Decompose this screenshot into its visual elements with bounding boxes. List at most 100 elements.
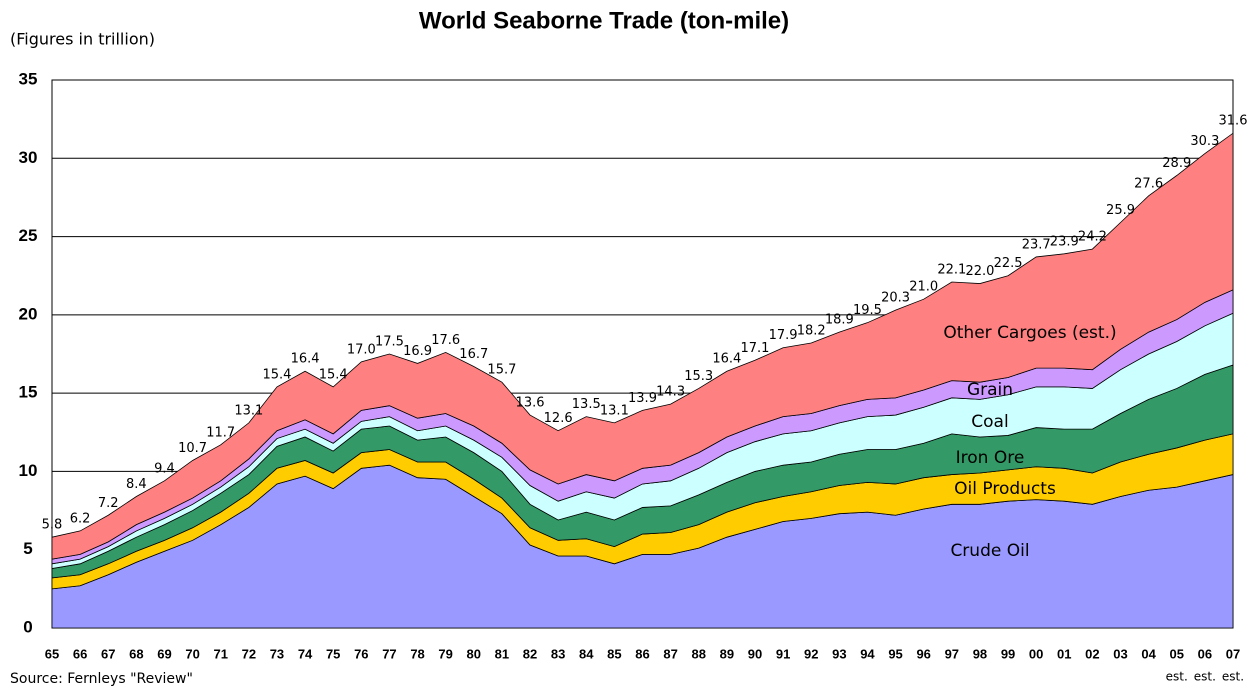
x-tick-label: 01 bbox=[1057, 646, 1071, 661]
total-label: 16.4 bbox=[291, 352, 320, 367]
x-tick-label: 07 bbox=[1226, 646, 1240, 661]
x-tick-label: 91 bbox=[776, 646, 790, 661]
x-tick-label: 89 bbox=[720, 646, 734, 661]
x-tick-label: 96 bbox=[916, 646, 930, 661]
x-tick-label: 69 bbox=[157, 646, 171, 661]
total-label: 8.4 bbox=[126, 477, 147, 492]
total-label: 16.7 bbox=[459, 347, 488, 362]
total-label: 25.9 bbox=[1106, 203, 1135, 218]
x-tick-label: 70 bbox=[185, 646, 199, 661]
x-tick-label: 86 bbox=[635, 646, 649, 661]
x-tick-label: 65 bbox=[45, 646, 59, 661]
total-label: 17.9 bbox=[769, 328, 798, 343]
total-label: 16.4 bbox=[712, 352, 741, 367]
total-label: 13.6 bbox=[516, 396, 545, 411]
total-label: 12.6 bbox=[544, 411, 573, 426]
total-label: 9.4 bbox=[154, 461, 175, 476]
x-tick-label: 84 bbox=[579, 646, 594, 661]
total-label: 13.1 bbox=[234, 403, 263, 418]
x-tick-label: 76 bbox=[354, 646, 368, 661]
x-tick-label: 74 bbox=[298, 646, 313, 661]
total-label: 28.9 bbox=[1162, 156, 1191, 171]
total-label: 23.9 bbox=[1050, 234, 1079, 249]
x-tick-label: 75 bbox=[326, 646, 340, 661]
total-label: 11.7 bbox=[206, 425, 235, 440]
y-tick-label: 25 bbox=[19, 226, 38, 245]
x-tick-label: 06 bbox=[1198, 646, 1212, 661]
total-label: 13.1 bbox=[600, 403, 629, 418]
total-label: 22.5 bbox=[994, 256, 1023, 271]
x-tick-label: 97 bbox=[945, 646, 959, 661]
x-tick-label: 72 bbox=[242, 646, 256, 661]
y-tick-label: 30 bbox=[19, 148, 38, 167]
x-tick-label: 95 bbox=[888, 646, 902, 661]
total-label: 30.3 bbox=[1190, 134, 1219, 149]
total-label: 15.4 bbox=[262, 367, 291, 382]
series-label: Other Cargoes (est.) bbox=[943, 323, 1116, 343]
x-note: est. bbox=[1194, 670, 1216, 684]
x-note: est. bbox=[1222, 670, 1244, 684]
total-label: 17.0 bbox=[347, 342, 376, 357]
total-label: 17.5 bbox=[375, 335, 404, 350]
total-label: 18.9 bbox=[825, 313, 854, 328]
total-label: 20.3 bbox=[881, 291, 910, 306]
series-label: Oil Products bbox=[954, 479, 1056, 499]
y-tick-label: 0 bbox=[23, 617, 32, 636]
x-note: est. bbox=[1166, 670, 1188, 684]
total-label: 7.2 bbox=[98, 496, 119, 511]
total-label: 6.2 bbox=[70, 511, 91, 526]
x-tick-label: 99 bbox=[1001, 646, 1015, 661]
x-tick-label: 68 bbox=[129, 646, 143, 661]
total-label: 17.6 bbox=[431, 333, 460, 348]
x-tick-label: 02 bbox=[1085, 646, 1099, 661]
series-label: Crude Oil bbox=[950, 541, 1029, 561]
total-label: 5.8 bbox=[42, 518, 63, 533]
total-label: 23.7 bbox=[1022, 237, 1051, 252]
total-label: 13.5 bbox=[572, 397, 601, 412]
x-tick-label: 90 bbox=[748, 646, 762, 661]
x-tick-label: 81 bbox=[495, 646, 509, 661]
x-tick-label: 03 bbox=[1113, 646, 1127, 661]
total-label: 19.5 bbox=[853, 303, 882, 318]
total-label: 14.3 bbox=[656, 385, 685, 400]
x-tick-label: 85 bbox=[607, 646, 621, 661]
total-label: 22.0 bbox=[965, 264, 994, 279]
x-tick-label: 87 bbox=[663, 646, 677, 661]
x-tick-label: 93 bbox=[832, 646, 846, 661]
total-label: 17.1 bbox=[740, 341, 769, 356]
y-tick-label: 35 bbox=[19, 69, 38, 88]
area bbox=[51, 132, 1234, 560]
total-label: 15.3 bbox=[684, 369, 713, 384]
series-label: Grain bbox=[967, 380, 1013, 400]
x-tick-label: 66 bbox=[73, 646, 87, 661]
total-label: 15.7 bbox=[487, 363, 516, 378]
x-tick-label: 67 bbox=[101, 646, 115, 661]
x-tick-label: 77 bbox=[382, 646, 396, 661]
y-tick-label: 15 bbox=[19, 383, 38, 402]
source: Source: Fernleys "Review" bbox=[10, 671, 193, 687]
series-label: Coal bbox=[971, 412, 1008, 432]
x-tick-label: 79 bbox=[438, 646, 452, 661]
x-tick-label: 73 bbox=[270, 646, 284, 661]
x-tick-label: 00 bbox=[1029, 646, 1043, 661]
x-tick-label: 88 bbox=[692, 646, 706, 661]
subtitle: (Figures in trillion) bbox=[10, 30, 155, 49]
y-tick-label: 10 bbox=[19, 461, 38, 480]
x-tick-label: 78 bbox=[410, 646, 424, 661]
total-label: 21.0 bbox=[909, 280, 938, 295]
total-label: 15.4 bbox=[319, 367, 348, 382]
x-tick-label: 92 bbox=[804, 646, 818, 661]
series-label: Iron Ore bbox=[956, 448, 1025, 468]
total-label: 18.2 bbox=[797, 324, 826, 339]
total-label: 31.6 bbox=[1219, 114, 1248, 129]
x-tick-label: 83 bbox=[551, 646, 565, 661]
x-tick-label: 71 bbox=[213, 646, 227, 661]
chart-title: World Seaborne Trade (ton-mile) bbox=[419, 7, 789, 34]
total-label: 22.1 bbox=[937, 262, 966, 277]
y-tick-label: 20 bbox=[19, 304, 38, 323]
x-tick-label: 98 bbox=[973, 646, 987, 661]
x-tick-label: 82 bbox=[523, 646, 537, 661]
total-label: 27.6 bbox=[1134, 176, 1163, 191]
x-tick-label: 94 bbox=[860, 646, 875, 661]
